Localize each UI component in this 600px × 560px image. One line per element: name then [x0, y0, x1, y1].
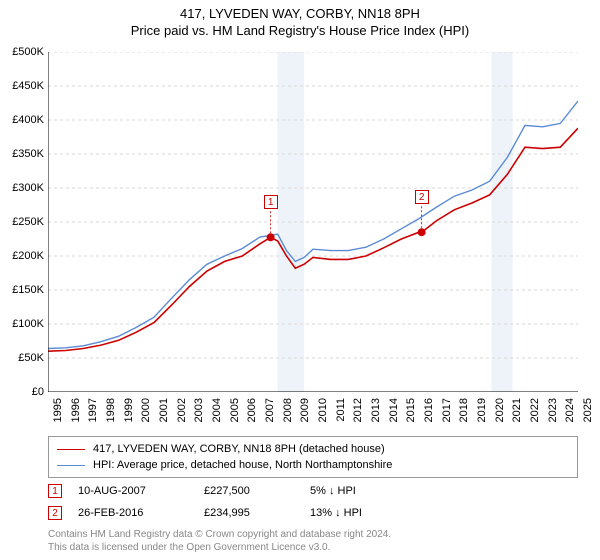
chart-sale-marker: 1	[264, 195, 278, 209]
sale-price: £227,500	[204, 485, 294, 497]
footer-line-1: Contains HM Land Registry data © Crown c…	[48, 528, 578, 541]
y-tick-label: £200K	[4, 250, 44, 262]
x-tick-label: 2001	[158, 398, 170, 422]
x-tick-label: 2021	[511, 398, 523, 422]
sale-date: 10-AUG-2007	[78, 485, 188, 497]
chart-container: 417, LYVEDEN WAY, CORBY, NN18 8PH Price …	[0, 0, 600, 560]
sale-row: 2 26-FEB-2016 £234,995 13% ↓ HPI	[48, 502, 578, 524]
sale-marker-badge: 1	[48, 484, 62, 498]
chart-svg	[48, 52, 578, 392]
x-tick-label: 2002	[176, 398, 188, 422]
title-block: 417, LYVEDEN WAY, CORBY, NN18 8PH Price …	[0, 0, 600, 38]
y-tick-label: £0	[4, 386, 44, 398]
x-tick-label: 2013	[370, 398, 382, 422]
sale-hpi-diff: 5% ↓ HPI	[310, 485, 410, 497]
x-tick-label: 2014	[388, 398, 400, 422]
legend-text: HPI: Average price, detached house, Nort…	[93, 459, 392, 471]
y-tick-label: £500K	[4, 46, 44, 58]
chart-area	[48, 52, 578, 392]
legend-row: 417, LYVEDEN WAY, CORBY, NN18 8PH (detac…	[57, 441, 569, 457]
x-tick-label: 1997	[87, 398, 99, 422]
x-tick-label: 2007	[264, 398, 276, 422]
x-tick-label: 1998	[105, 398, 117, 422]
title-line-1: 417, LYVEDEN WAY, CORBY, NN18 8PH	[0, 6, 600, 21]
y-tick-label: £150K	[4, 284, 44, 296]
sales-table: 1 10-AUG-2007 £227,500 5% ↓ HPI 2 26-FEB…	[48, 480, 578, 524]
y-tick-label: £350K	[4, 148, 44, 160]
x-tick-label: 2016	[423, 398, 435, 422]
x-tick-label: 2010	[317, 398, 329, 422]
sale-marker-badge: 2	[48, 506, 62, 520]
y-tick-label: £100K	[4, 318, 44, 330]
legend-row: HPI: Average price, detached house, Nort…	[57, 457, 569, 473]
y-tick-label: £50K	[4, 352, 44, 364]
title-line-2: Price paid vs. HM Land Registry's House …	[0, 23, 600, 38]
x-tick-label: 1996	[70, 398, 82, 422]
y-tick-label: £300K	[4, 182, 44, 194]
sale-row: 1 10-AUG-2007 £227,500 5% ↓ HPI	[48, 480, 578, 502]
x-tick-label: 2004	[211, 398, 223, 422]
legend: 417, LYVEDEN WAY, CORBY, NN18 8PH (detac…	[48, 436, 578, 478]
x-tick-label: 2003	[193, 398, 205, 422]
x-tick-label: 2005	[229, 398, 241, 422]
footer-line-2: This data is licensed under the Open Gov…	[48, 541, 578, 554]
x-tick-label: 1995	[52, 398, 64, 422]
x-tick-label: 2015	[405, 398, 417, 422]
x-tick-label: 2018	[458, 398, 470, 422]
x-tick-label: 2009	[299, 398, 311, 422]
x-tick-label: 2025	[582, 398, 594, 422]
x-tick-label: 2019	[476, 398, 488, 422]
legend-text: 417, LYVEDEN WAY, CORBY, NN18 8PH (detac…	[93, 443, 385, 455]
y-tick-label: £400K	[4, 114, 44, 126]
x-tick-label: 2020	[494, 398, 506, 422]
x-tick-label: 2011	[335, 398, 347, 422]
legend-swatch	[57, 449, 85, 450]
x-tick-label: 2023	[547, 398, 559, 422]
sale-hpi-diff: 13% ↓ HPI	[310, 507, 410, 519]
x-tick-label: 2017	[441, 398, 453, 422]
x-tick-label: 2012	[352, 398, 364, 422]
x-tick-label: 2008	[282, 398, 294, 422]
y-tick-label: £450K	[4, 80, 44, 92]
chart-sale-marker: 2	[415, 190, 429, 204]
legend-swatch	[57, 465, 85, 466]
sale-price: £234,995	[204, 507, 294, 519]
sale-date: 26-FEB-2016	[78, 507, 188, 519]
x-tick-label: 2024	[564, 398, 576, 422]
x-tick-label: 2000	[140, 398, 152, 422]
x-tick-label: 1999	[123, 398, 135, 422]
x-tick-label: 2022	[529, 398, 541, 422]
y-tick-label: £250K	[4, 216, 44, 228]
x-tick-label: 2006	[246, 398, 258, 422]
footer-attribution: Contains HM Land Registry data © Crown c…	[48, 528, 578, 554]
